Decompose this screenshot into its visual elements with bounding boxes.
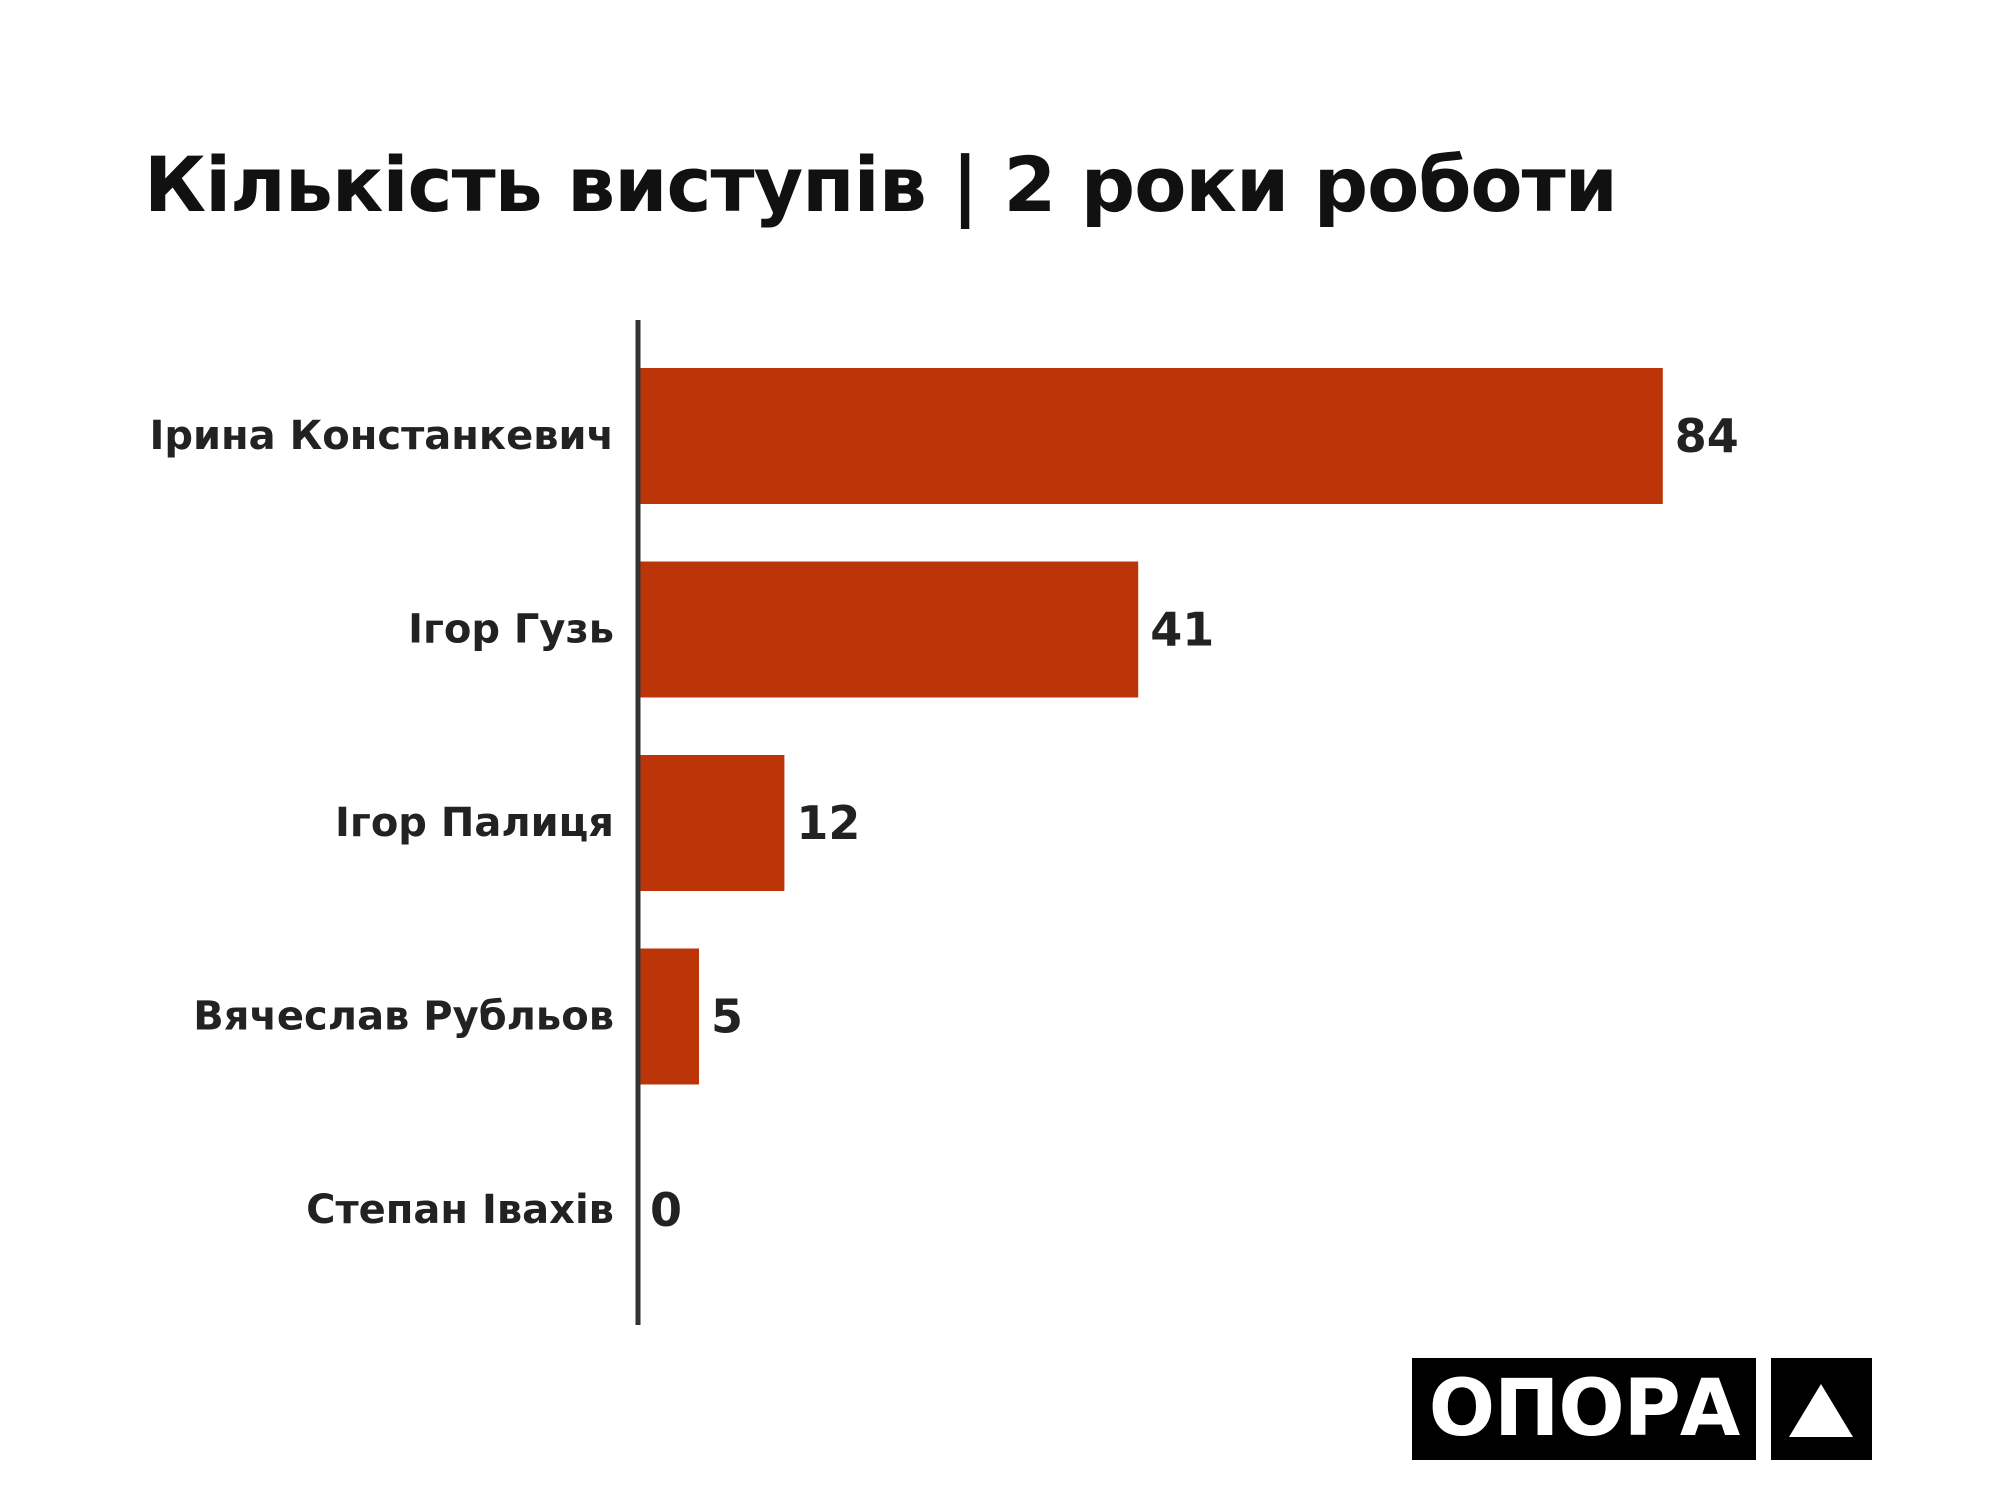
data-label: 12 [796, 796, 860, 850]
data-label: 84 [1675, 409, 1739, 463]
data-label: 41 [1150, 603, 1214, 657]
data-label: 0 [650, 1183, 682, 1237]
category-label: Ірина Констанкевич [149, 413, 614, 459]
category-label: Ігор Палиця [335, 800, 614, 846]
triangle-up-icon [1771, 1358, 1872, 1460]
opora-logo: ОПОРА [1412, 1358, 1756, 1460]
bar [638, 561, 1139, 698]
bar [638, 368, 1663, 504]
category-label: Ігор Гузь [408, 607, 614, 653]
chart-title: Кількість виступів | 2 роки роботи [144, 140, 1618, 229]
category-label: Вячеслав Рубльов [193, 994, 614, 1040]
bar [638, 948, 699, 1085]
data-label: 5 [711, 990, 743, 1044]
bar [638, 755, 785, 891]
category-label: Степан Івахів [306, 1187, 614, 1233]
